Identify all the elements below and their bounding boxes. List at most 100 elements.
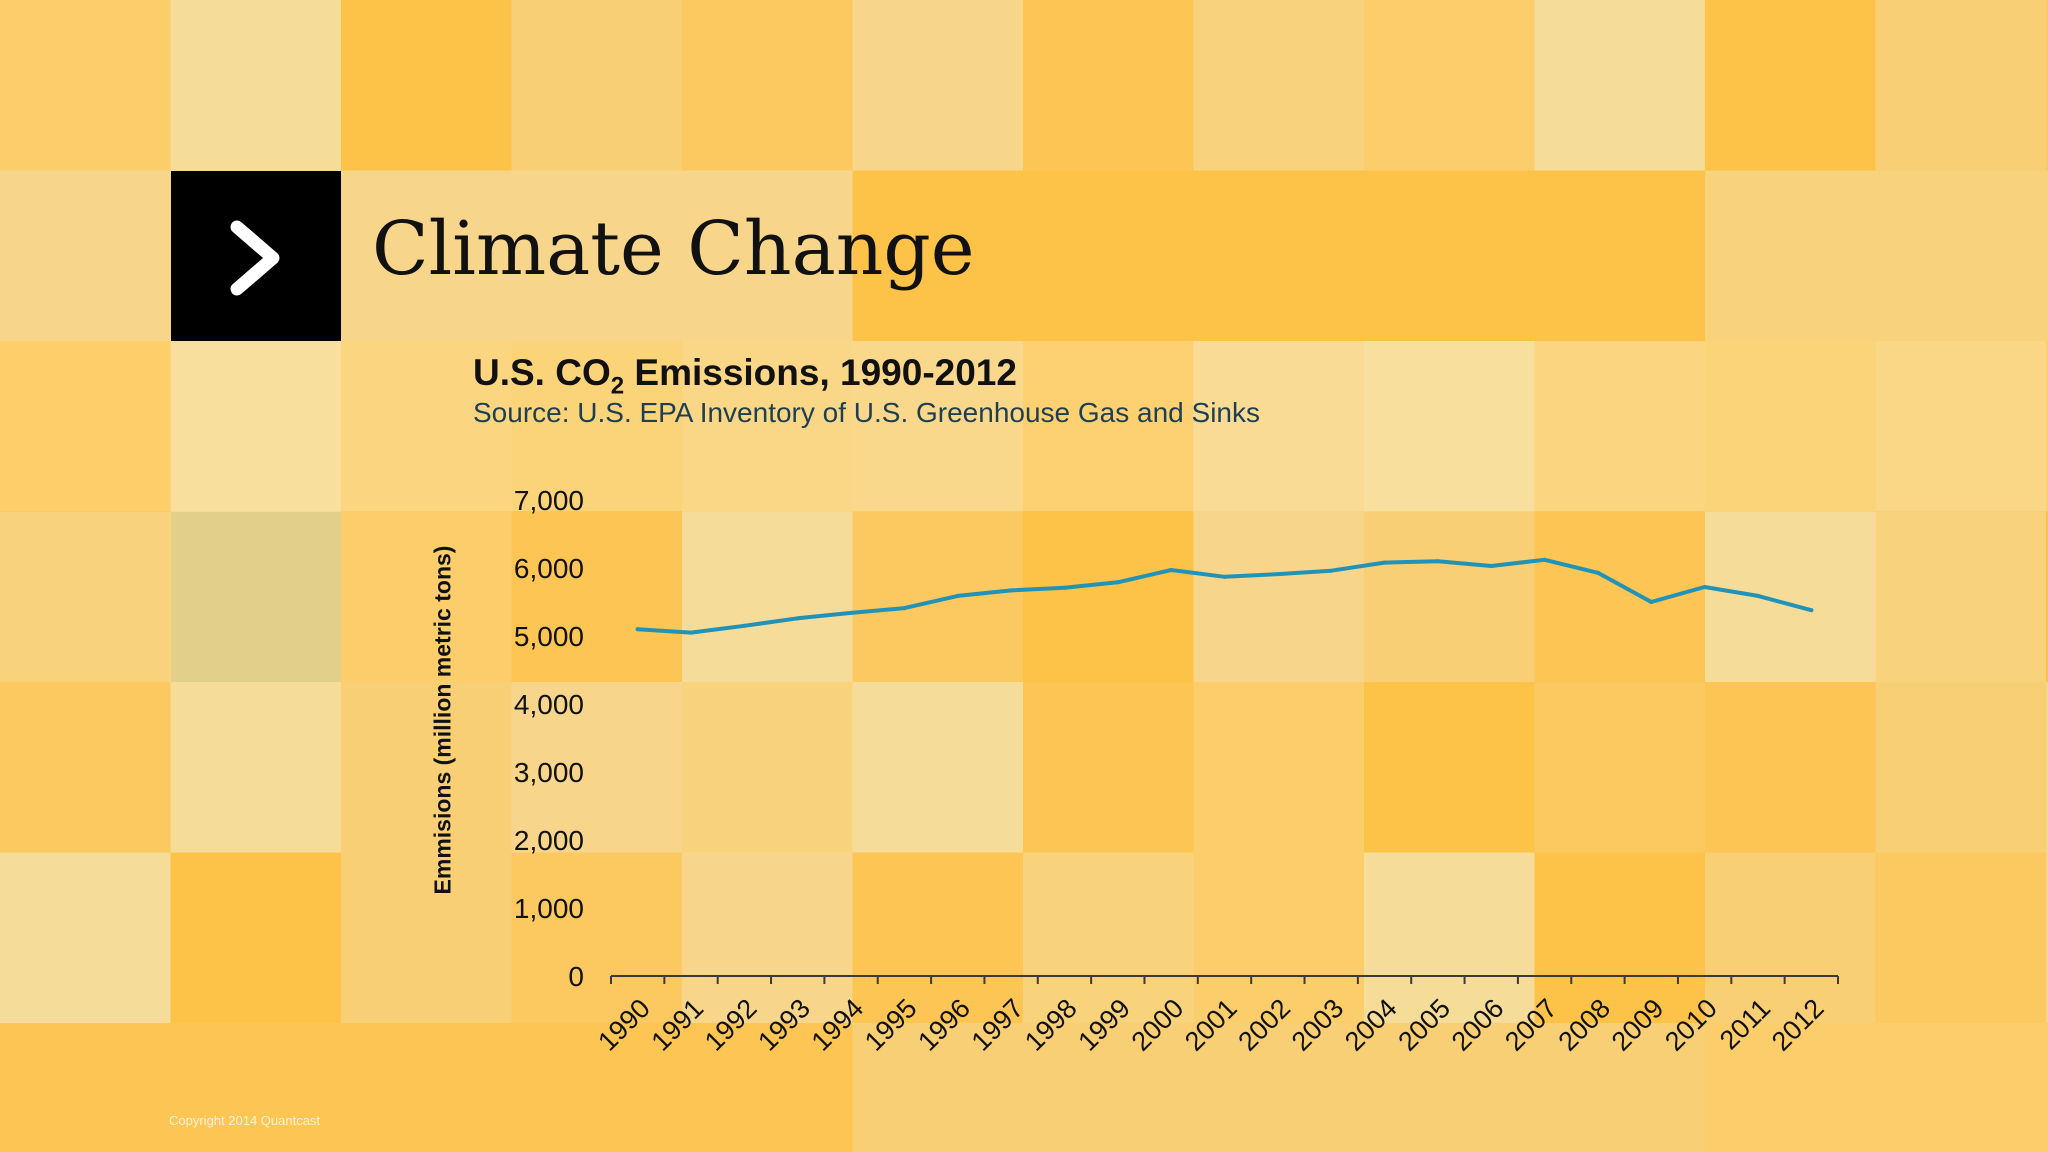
data-point [1755, 593, 1760, 598]
background-tile [1023, 170, 1195, 342]
background-tile [852, 682, 1024, 854]
background-tile [1705, 0, 1877, 172]
data-point [1435, 559, 1440, 564]
data-point [1062, 585, 1067, 590]
background-band [0, 341, 2048, 511]
x-tick-label: 1995 [859, 993, 923, 1057]
background-tile [852, 170, 1024, 342]
background-tile [1023, 341, 1195, 513]
data-point [1115, 580, 1120, 585]
background-tile [1364, 341, 1536, 513]
background-tile [682, 1023, 854, 1152]
background-tile [682, 852, 854, 1024]
background-tile [1705, 682, 1877, 854]
background-tile [2046, 852, 2048, 1024]
background-tile [1364, 682, 1536, 854]
background-tile [1875, 511, 2047, 683]
background-tile [2046, 0, 2048, 172]
background-tile [511, 341, 683, 513]
data-point [1649, 600, 1654, 604]
background-tile [1364, 511, 1536, 683]
y-tick-label: 1,000 [514, 893, 584, 924]
background-tile [341, 1023, 513, 1152]
data-point [1222, 574, 1227, 579]
data-point [1595, 570, 1600, 575]
background-tile [1705, 341, 1877, 513]
chart-title: U.S. CO2 Emissions, 1990-2012 [473, 352, 1017, 400]
background-tile [1875, 0, 2047, 172]
background-tile [1364, 852, 1536, 1024]
background-tile [170, 341, 342, 513]
x-tick-label: 2002 [1232, 993, 1296, 1057]
background-tile [1364, 0, 1536, 172]
data-point [1382, 560, 1387, 565]
background-tile [1705, 511, 1877, 683]
x-tick-label: 2004 [1339, 993, 1403, 1057]
x-tick-label: 2005 [1392, 993, 1456, 1057]
x-tick-label: 2009 [1606, 993, 1670, 1057]
background-tile [852, 0, 1024, 172]
background-tile [1705, 170, 1877, 342]
data-point [1809, 608, 1814, 613]
x-tick-label: 2001 [1179, 993, 1243, 1057]
background-tile [1875, 341, 2047, 513]
x-tick-label: 1990 [592, 993, 656, 1057]
x-tick-label: 1994 [806, 993, 870, 1057]
background-tile [2046, 341, 2048, 513]
background-tile [0, 511, 172, 683]
data-point [1329, 568, 1334, 573]
background-tile [852, 1023, 1024, 1152]
background-tile [1875, 852, 2047, 1024]
y-tick-label: 5,000 [514, 621, 584, 652]
background-tile [1364, 1023, 1536, 1152]
background-tile [1193, 511, 1365, 683]
background-tile [1705, 1023, 1877, 1152]
background-tile [1023, 511, 1195, 683]
background-tile [1193, 682, 1365, 854]
background-tile [170, 852, 342, 1024]
chart-title-subscript: 2 [610, 372, 625, 400]
data-point [1009, 588, 1014, 593]
background-tile [1875, 1023, 2047, 1152]
background-tile [682, 341, 854, 513]
y-tick-label: 7,000 [514, 485, 584, 516]
chart-title-prefix: U.S. CO [473, 352, 611, 393]
background-tile [1193, 341, 1365, 513]
data-point [1702, 585, 1707, 590]
background-tile [170, 682, 342, 854]
background-tile [1534, 511, 1706, 683]
x-tick-label: 1998 [1019, 993, 1083, 1057]
background-tile [1193, 1023, 1365, 1152]
background-tile [1193, 852, 1365, 1024]
slide-title: Climate Change [372, 206, 975, 292]
background-tile [1534, 341, 1706, 513]
x-tick-label: 1993 [752, 993, 816, 1057]
background-tile [1193, 170, 1365, 342]
chart-subtitle: Source: U.S. EPA Inventory of U.S. Green… [473, 397, 1260, 428]
x-tick-label: 1996 [912, 993, 976, 1057]
background-tile [1534, 682, 1706, 854]
background-tile [682, 0, 854, 172]
data-point [1489, 563, 1494, 568]
background-tile [171, 512, 341, 682]
background-tile [1023, 852, 1195, 1024]
chart-title-suffix: Emissions, 1990-2012 [624, 352, 1017, 393]
background-tile [1193, 0, 1365, 172]
background-tile [1875, 682, 2047, 854]
background-tile [170, 1023, 342, 1152]
x-tick-label: 1997 [966, 993, 1030, 1057]
background-tile [0, 682, 172, 854]
data-point [635, 627, 640, 632]
background-tile [0, 852, 172, 1024]
x-tick-label: 2006 [1446, 993, 1510, 1057]
background-tile [511, 682, 683, 854]
background-tile [341, 0, 513, 172]
background-tile [0, 0, 172, 172]
y-tick-label: 4,000 [514, 689, 584, 720]
background-tile [682, 511, 854, 683]
background-tile [2046, 1023, 2048, 1152]
x-tick-label: 2008 [1552, 993, 1616, 1057]
x-tick-label: 1999 [1072, 993, 1136, 1057]
x-tick-label: 1991 [646, 993, 710, 1057]
